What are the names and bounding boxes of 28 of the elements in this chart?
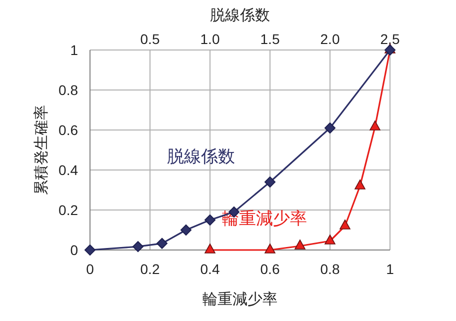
x-tick-label: 0.6 bbox=[260, 261, 280, 277]
point bbox=[204, 244, 216, 254]
x2-tick-label: 2.5 bbox=[380, 31, 400, 47]
y-tick-label: 0.4 bbox=[58, 162, 78, 178]
x2-tick-label: 0.5 bbox=[140, 31, 160, 47]
y-axis-title: 累積発生確率 bbox=[33, 105, 50, 195]
x-axis-title: 輪重減少率 bbox=[202, 291, 278, 308]
point bbox=[370, 120, 380, 130]
x-tick-label: 0.4 bbox=[200, 261, 220, 277]
x-tick-label: 0 bbox=[86, 261, 94, 277]
x2-tick-label: 1.0 bbox=[200, 31, 220, 47]
y-tick-label: 0 bbox=[70, 242, 78, 258]
series-label: 脱線係数 bbox=[167, 147, 235, 166]
y-tick-label: 0.2 bbox=[58, 202, 78, 218]
x2-tick-label: 1.5 bbox=[260, 31, 280, 47]
y-tick-label: 0.8 bbox=[58, 82, 78, 98]
point bbox=[264, 244, 276, 254]
x-tick-label: 1 bbox=[386, 261, 394, 277]
point bbox=[324, 234, 336, 244]
point bbox=[340, 220, 350, 230]
x-tick-label: 0.2 bbox=[140, 261, 160, 277]
point bbox=[294, 240, 306, 250]
y-tick-label: 0.6 bbox=[58, 122, 78, 138]
x-tick-label: 0.8 bbox=[320, 261, 340, 277]
x2-tick-label: 2.0 bbox=[320, 31, 340, 47]
point bbox=[354, 180, 366, 190]
x2-axis-title: 脱線係数 bbox=[210, 7, 270, 24]
y-tick-label: 1 bbox=[70, 42, 78, 58]
